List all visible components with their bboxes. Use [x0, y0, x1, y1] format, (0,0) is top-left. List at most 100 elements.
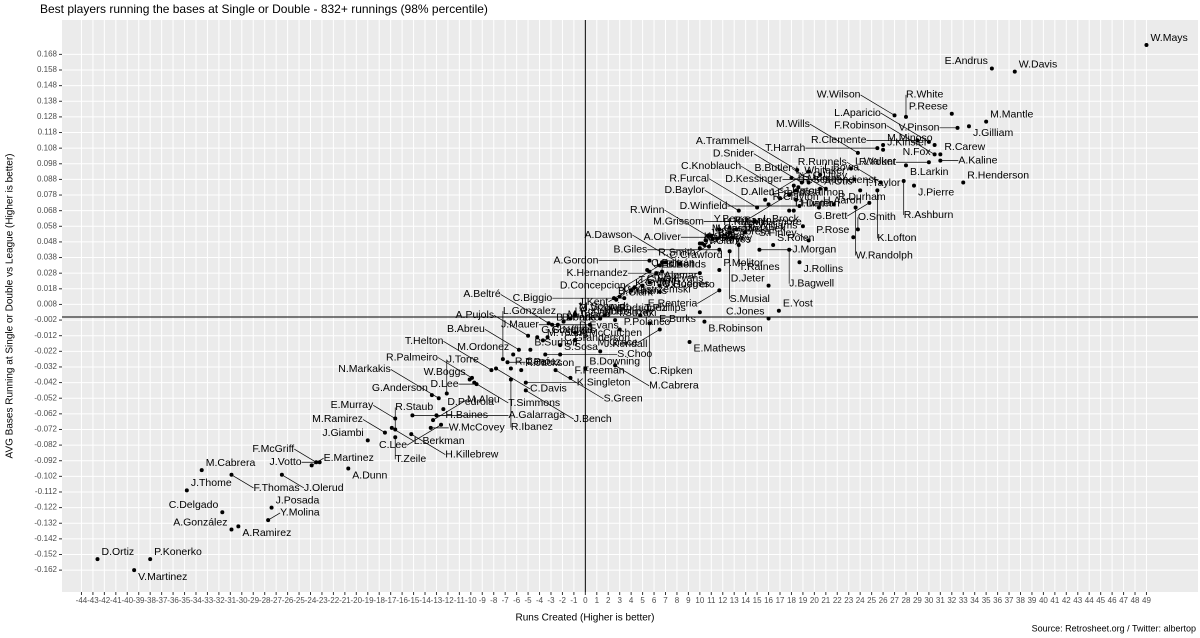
x-tick-label: 35 — [982, 596, 991, 605]
point — [583, 366, 588, 371]
point — [439, 422, 444, 427]
y-tick-label: -0.152 — [34, 550, 57, 559]
y-tick-label: -0.052 — [34, 393, 57, 402]
point-label: R.Runnels — [798, 156, 847, 168]
point — [132, 568, 137, 573]
x-tick-label: 37 — [1005, 596, 1014, 605]
point — [855, 150, 860, 155]
x-tick-label: 49 — [1142, 596, 1151, 605]
point — [875, 146, 880, 151]
x-tick-label: 47 — [1119, 596, 1128, 605]
point — [852, 177, 857, 182]
x-tick-label: -6 — [513, 596, 521, 605]
point-label: D.Winfield — [680, 200, 728, 212]
x-tick-label: -22 — [328, 596, 340, 605]
point — [757, 247, 762, 252]
point-label: S.Rolen — [777, 232, 815, 244]
x-tick-label: 44 — [1085, 596, 1094, 605]
point-label: E.Andrus — [945, 55, 988, 67]
point — [710, 236, 715, 241]
leader-line — [608, 272, 657, 303]
point — [647, 321, 652, 326]
point-label: B.Surhoff — [534, 337, 578, 349]
point — [949, 111, 954, 116]
point — [314, 460, 319, 465]
x-tick-label: -38 — [144, 596, 156, 605]
point-label: J.Mauer — [501, 319, 539, 331]
point-label: W.Mays — [1150, 32, 1187, 44]
leader-line — [846, 161, 881, 183]
point-label: D.Snider — [713, 148, 754, 160]
leader-line — [362, 419, 386, 433]
leader-line — [281, 474, 305, 489]
x-tick-label: -43 — [87, 596, 99, 605]
point-label: C.Utley — [813, 169, 848, 181]
point — [229, 472, 234, 477]
x-tick-label: -37 — [156, 596, 168, 605]
point — [816, 205, 821, 210]
point — [660, 260, 665, 265]
point-label: T.Phillips — [644, 302, 685, 314]
point-label: B.Robinson — [708, 322, 762, 334]
point — [573, 311, 578, 316]
x-tick-label: -14 — [419, 596, 431, 605]
y-tick-label: 0.028 — [37, 268, 58, 277]
point — [545, 335, 550, 340]
x-tick-label: 11 — [707, 596, 716, 605]
x-tick-label: 8 — [675, 596, 680, 605]
x-tick-label: 21 — [821, 596, 830, 605]
x-tick-label: 33 — [959, 596, 968, 605]
point — [806, 238, 811, 243]
y-axis-label: AVG Bases Running at Single or Double vs… — [5, 154, 16, 459]
point — [573, 330, 578, 335]
point-label: R.Clemente — [811, 134, 867, 146]
x-tick-label: 5 — [640, 596, 645, 605]
point — [912, 183, 916, 188]
point — [431, 418, 436, 423]
point-label: M.Ramirez — [312, 413, 363, 425]
point — [561, 319, 566, 324]
point — [881, 147, 886, 152]
point-label: D.Jeter — [731, 272, 765, 284]
x-tick-label: 32 — [947, 596, 956, 605]
y-tick-label: 0.018 — [37, 284, 58, 293]
leader-line — [411, 433, 446, 455]
point-label: S.Finley — [759, 227, 798, 239]
point — [797, 260, 802, 265]
point — [795, 168, 800, 173]
x-tick-label: 4 — [629, 596, 634, 605]
point — [797, 203, 802, 208]
x-tick-label: 42 — [1062, 596, 1071, 605]
x-tick-label: 17 — [776, 596, 785, 605]
point-label: A.Beltré — [463, 288, 501, 300]
point — [558, 343, 563, 348]
x-tick-label: 29 — [913, 596, 922, 605]
point — [568, 316, 573, 321]
leader-line — [614, 365, 650, 387]
x-tick-label: -19 — [362, 596, 374, 605]
x-tick-label: 22 — [833, 596, 842, 605]
y-tick-label: 0.158 — [37, 65, 58, 74]
point-label: W.Wilson — [817, 89, 861, 101]
x-tick-label: 40 — [1039, 596, 1048, 605]
x-tick-label: -12 — [442, 596, 454, 605]
point — [95, 557, 100, 562]
leader-line — [484, 329, 520, 351]
point — [647, 258, 652, 263]
point-label: J.Bell — [710, 227, 736, 239]
point-label: B.Williams — [618, 285, 667, 297]
point-label: E.Murray — [331, 399, 374, 411]
leader-line — [231, 474, 254, 489]
point — [736, 208, 741, 213]
point-label: H.Kuenn — [723, 216, 764, 228]
point — [705, 233, 710, 238]
point-label: M.Alou — [467, 393, 500, 405]
point — [614, 297, 619, 302]
point — [727, 249, 732, 254]
x-tick-label: 10 — [695, 596, 704, 605]
leader-line — [267, 512, 281, 521]
point — [717, 247, 722, 252]
point-label: J.Bagwell — [789, 278, 834, 290]
point — [598, 316, 603, 321]
point-label: E.Mathews — [694, 343, 746, 355]
